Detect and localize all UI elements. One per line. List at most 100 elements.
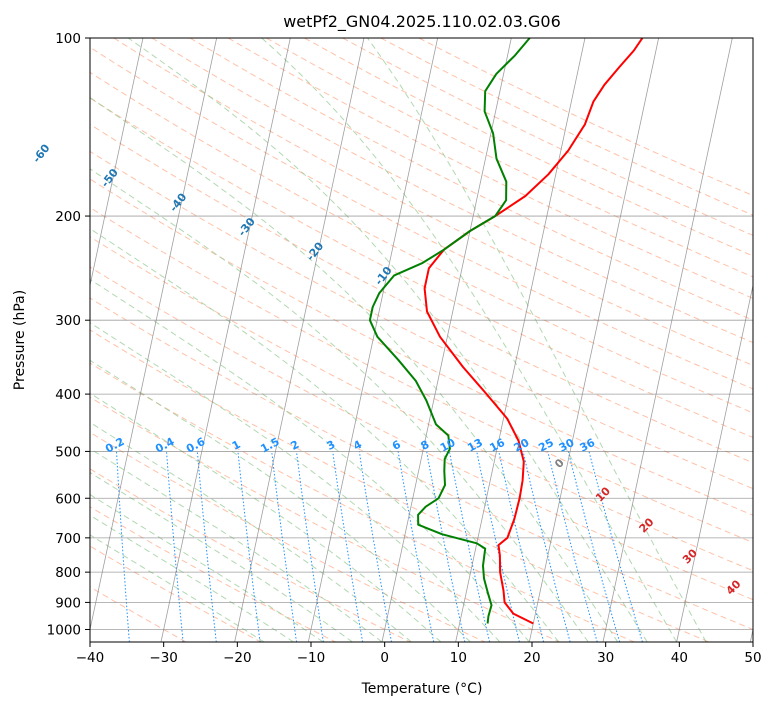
mixing-ratio-label: 0.6 xyxy=(184,435,208,456)
x-tick-label: −10 xyxy=(297,650,326,666)
mixing-ratio-line xyxy=(588,451,643,642)
isotherm xyxy=(381,38,512,642)
dewpoint-profile xyxy=(368,38,531,624)
dry-adiabat xyxy=(90,178,753,516)
mixing-ratio-line xyxy=(271,451,298,642)
y-axis: 100 200 300 400 500 600 700 800 900 1000 xyxy=(47,31,90,638)
x-axis-title: Temperature (°C) xyxy=(361,681,483,697)
mixing-ratio-label: 2 xyxy=(288,438,301,453)
dry-adiabat xyxy=(90,297,753,631)
moist-adiabat xyxy=(90,421,412,642)
mixing-ratio-label: 25 xyxy=(536,436,556,455)
isotherm xyxy=(676,283,753,642)
mixing-ratio-label: 6 xyxy=(390,438,403,453)
x-tick-label: −30 xyxy=(149,650,178,666)
x-tick-label: 10 xyxy=(450,650,467,666)
isotherm xyxy=(90,38,218,632)
mixing-ratio-line xyxy=(476,451,520,642)
mixing-ratio-line xyxy=(522,451,571,642)
grid xyxy=(0,38,753,642)
mixing-ratio-label: 20 xyxy=(512,436,532,455)
moist-adiabat xyxy=(90,228,560,642)
dry-adiabat xyxy=(418,38,753,197)
y-tick-label: 700 xyxy=(55,531,81,547)
isotherm xyxy=(307,38,439,642)
y-tick-label: 300 xyxy=(55,313,81,329)
dry-adiabat xyxy=(90,71,753,414)
mixing-ratio-label: 3 xyxy=(325,438,338,453)
background-lines xyxy=(90,38,753,642)
isotherm xyxy=(234,38,365,642)
plot-frame xyxy=(89,37,754,643)
dry-adiabat xyxy=(380,38,753,216)
y-tick-label: 400 xyxy=(55,387,81,403)
y-tick-label: 100 xyxy=(55,31,81,47)
y-tick-label: 900 xyxy=(55,595,81,611)
y-tick-label: 1000 xyxy=(47,622,81,638)
moist-adiabat xyxy=(90,96,619,642)
x-tick-label: 0 xyxy=(380,650,389,666)
isotherm xyxy=(749,627,753,642)
mixing-ratio-label: 10 xyxy=(438,436,458,455)
dry-adiabat xyxy=(90,46,753,390)
dry-adiabat xyxy=(90,506,337,642)
profiles xyxy=(368,38,644,625)
x-axis: −40 −30 −20 −10 0 10 20 30 40 50 xyxy=(76,642,762,666)
moist-adiabat xyxy=(90,448,383,642)
mixing-ratio-line xyxy=(567,451,621,642)
x-tick-label: 40 xyxy=(671,650,688,666)
mixing-ratio-line xyxy=(296,451,324,642)
y-tick-label: 200 xyxy=(55,209,81,225)
mixing-ratio-label: 16 xyxy=(487,436,507,455)
dry-adiabat xyxy=(266,38,753,278)
dry-adiabat xyxy=(90,329,711,642)
x-tick-label: −40 xyxy=(76,650,105,666)
dry-adiabat xyxy=(90,362,636,642)
mixing-ratio-label: 30 xyxy=(557,436,577,455)
mixing-ratio-label: 0.4 xyxy=(153,435,177,456)
isotherm-label: -10 xyxy=(372,264,395,288)
mixing-ratio-line xyxy=(332,451,364,642)
moist-adiabat xyxy=(127,38,648,642)
isotherm xyxy=(528,38,660,642)
dry-adiabat xyxy=(90,266,753,601)
moist-adiabat xyxy=(90,278,530,642)
moist-adiabat xyxy=(90,471,353,642)
dry-adiabat xyxy=(189,38,753,321)
line-labels: 0.20.40.611.52346810131620253036-100-90-… xyxy=(30,141,744,597)
y-tick-label: 600 xyxy=(55,491,81,507)
dry-adiabat xyxy=(90,123,753,464)
dry-adiabat xyxy=(90,206,753,544)
isotherm-label: -40 xyxy=(167,190,190,214)
temperature-profile xyxy=(423,38,644,625)
mixing-ratio-label: 36 xyxy=(578,436,598,455)
dry-adiabat xyxy=(90,586,188,642)
dry-adiabat xyxy=(90,97,753,439)
dry-adiabat xyxy=(113,38,753,366)
chart-title: wetPf2_GN04.2025.110.02.03.G06 xyxy=(283,12,561,32)
moist-adiabat-label: 0 xyxy=(552,456,567,471)
mixing-ratio-line xyxy=(448,451,491,642)
dry-adiabat xyxy=(90,468,412,642)
moist-adiabat-label: 30 xyxy=(680,546,700,566)
y-axis-title: Pressure (hPa) xyxy=(12,290,28,390)
y-tick-label: 800 xyxy=(55,565,81,581)
mixing-ratio-line xyxy=(196,451,217,642)
moist-adiabat xyxy=(90,322,501,642)
mixing-ratio-line xyxy=(426,451,466,642)
moist-adiabat xyxy=(90,534,265,642)
x-tick-label: −20 xyxy=(223,650,252,666)
mixing-ratio-label: 1 xyxy=(230,438,243,453)
moist-adiabat xyxy=(261,38,678,642)
moist-adiabat xyxy=(367,38,707,642)
isotherm xyxy=(0,38,69,642)
dry-adiabat xyxy=(90,236,753,572)
mixing-ratio-label: 13 xyxy=(465,436,485,455)
isotherm xyxy=(602,38,733,642)
moist-adiabat xyxy=(90,392,442,642)
isotherm xyxy=(90,38,144,288)
moist-adiabat xyxy=(90,168,589,642)
mixing-ratio-line xyxy=(166,451,184,642)
isotherm xyxy=(160,38,291,642)
